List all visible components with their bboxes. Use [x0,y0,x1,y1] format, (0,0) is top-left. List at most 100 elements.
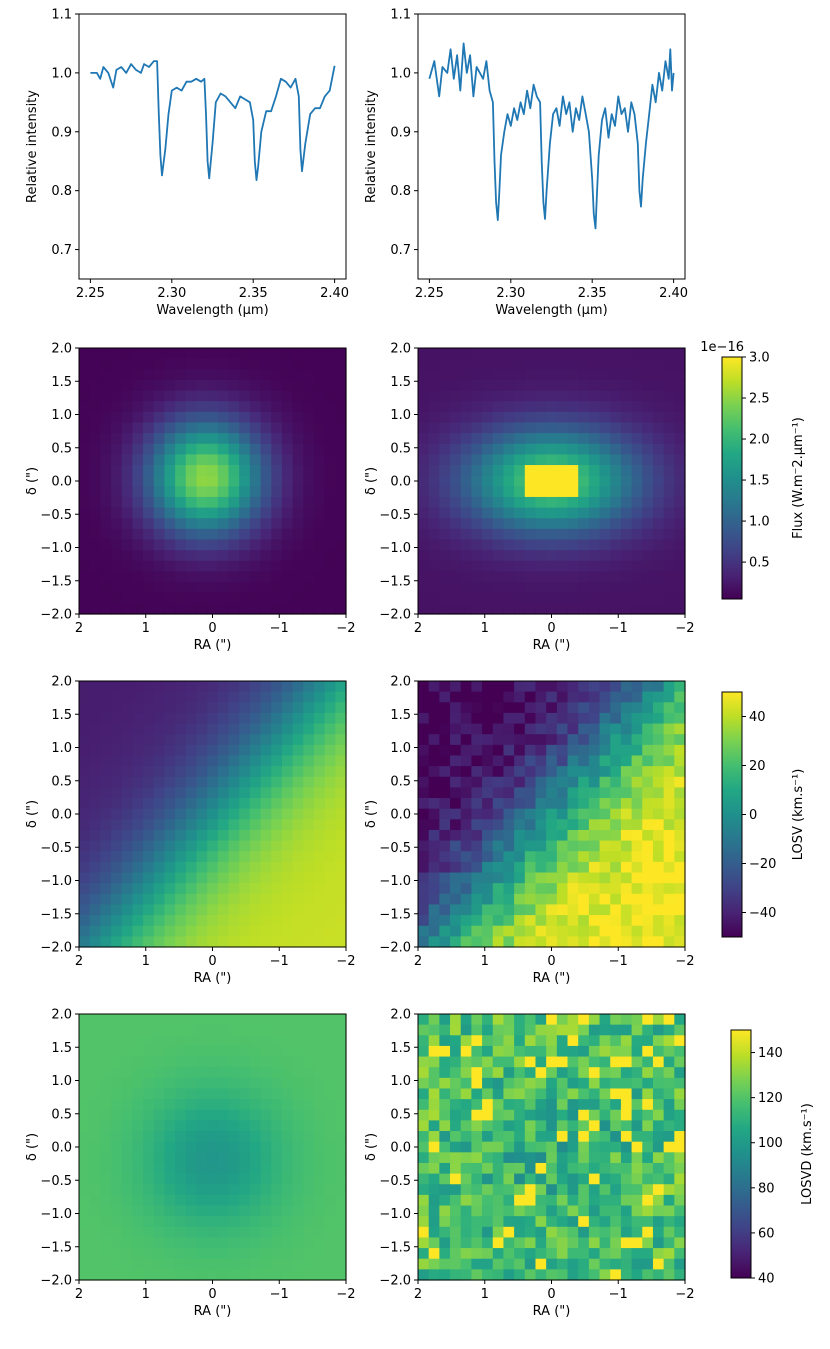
heatmap-cell [514,712,526,725]
heatmap-cell [143,1045,155,1058]
heatmap-cell [482,465,494,477]
heatmap-cell [217,734,230,746]
heatmap-cell [514,840,526,852]
heatmap-cell [207,1152,219,1164]
heatmap-cell [599,808,611,820]
heatmap-cell [535,702,547,714]
heatmap-cell [620,443,633,455]
heatmap-cell [153,712,166,725]
heatmap-cell [239,925,251,937]
heatmap-cell [482,861,494,874]
heatmap-cell [217,1077,230,1090]
heatmap-cell [546,507,558,519]
heatmap-cell [492,734,505,746]
heatmap-cell [196,1056,208,1068]
heatmap-cell [207,1162,219,1175]
heatmap-cell [281,734,294,746]
heatmap-cell [281,443,294,455]
heatmap-cell [418,571,430,583]
heatmap-cell [239,1226,251,1239]
heatmap-cell [578,723,590,735]
heatmap-cell [460,861,472,874]
heatmap-cell [185,528,198,541]
heatmap-cell [546,1194,558,1207]
heatmap-cell [620,808,633,820]
heatmap-cell [303,808,315,820]
heatmap-cell [535,819,547,831]
heatmap-cell [439,851,451,863]
heatmap-cell [100,776,112,788]
heatmap-cell [546,560,558,573]
heatmap-cell [599,1216,611,1228]
heatmap-cell [674,358,686,370]
heatmap-cell [79,411,91,424]
heatmap-cell [185,798,198,810]
heatmap-cell [546,528,558,541]
spec_right-xtick-label: 2.30 [496,286,525,301]
heatmap-cell [207,422,219,434]
heatmap-cell [207,401,219,413]
heatmap-cell [642,893,654,906]
heatmap-cell [599,496,611,509]
heatmap-cell [153,411,166,424]
heatmap-cell [428,819,440,831]
heatmap-cell [260,1024,272,1036]
heatmap-cell [492,798,505,810]
heatmap-cell [335,755,347,767]
heatmap-cell [556,893,569,906]
heatmap-cell [535,486,547,498]
heatmap-cell [292,808,304,820]
heatmap-cell [175,1024,187,1036]
heatmap-cell [228,776,240,788]
heatmap-cell [674,787,686,799]
heatmap-cell [599,507,611,519]
heatmap-cell [89,1216,101,1228]
heatmap-cell [164,1162,176,1175]
heatmap-cell [428,1099,440,1111]
heatmap-cell [79,851,91,863]
heatmap-cell [132,925,144,937]
cbar_flux-tick-label: 2.5 [749,392,770,407]
heatmap-cell [535,1194,547,1207]
heatmap-cell [471,1077,483,1090]
heatmap-cell [450,560,462,573]
heatmap-cell [514,766,526,778]
losvd_obs-xtick-label: 2 [414,1287,422,1302]
heatmap-cell [588,861,601,874]
heatmap-cell [578,776,590,788]
heatmap-cell [599,422,611,434]
heatmap-cell [153,1173,166,1185]
heatmap-cell [471,1258,483,1270]
heatmap-cell [588,603,601,615]
heatmap-cell [663,369,675,381]
heatmap-cell [652,1173,665,1185]
heatmap-cell [535,507,547,519]
heatmap-cell [599,475,611,487]
heatmap-cell [89,443,101,455]
heatmap-cell [281,1152,294,1164]
heatmap-cell [100,829,112,842]
heatmap-cell [567,1088,579,1100]
heatmap-cell [143,893,155,906]
heatmap-cell [313,486,326,498]
heatmap-cell [588,872,601,884]
heatmap-cell [303,766,315,778]
heatmap-cell [164,1099,176,1111]
heatmap-cell [460,755,472,767]
heatmap-cell [217,539,230,551]
heatmap-cell [132,369,144,381]
heatmap-cell [535,379,547,392]
heatmap-cell [460,734,472,746]
heatmap-cell [503,454,515,466]
heatmap-cell [292,861,304,874]
heatmap-cell [556,486,569,498]
losv_obs-ytick-label: −1.0 [379,874,411,889]
heatmap-cell [428,422,440,434]
heatmap-cell [228,1141,240,1153]
heatmap-cell [482,925,494,937]
heatmap-cell [578,755,590,767]
heatmap-cell [207,1045,219,1058]
heatmap-cell [196,723,208,735]
heatmap-cell [217,915,230,927]
heatmap-cell [642,475,654,487]
